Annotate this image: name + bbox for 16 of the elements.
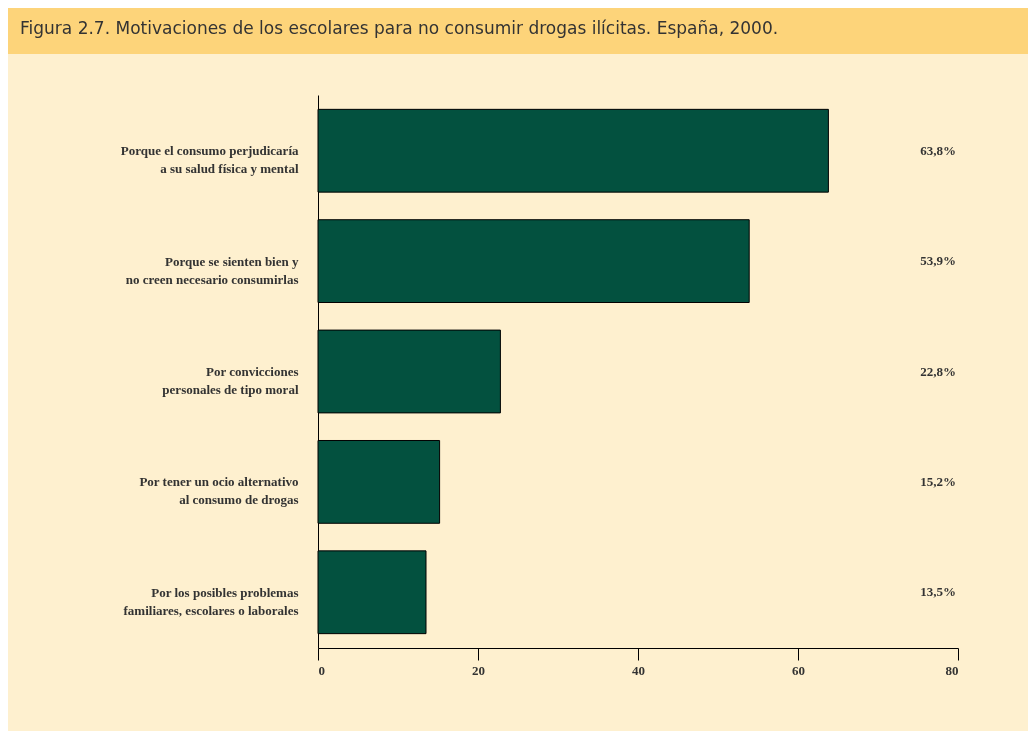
x-tick-label: 80 xyxy=(945,662,959,678)
data-label: 53,9% xyxy=(920,253,956,269)
data-label: 22,8% xyxy=(920,363,956,379)
y-tick-label: Por los posibles problemas familiares, escolares o laborales xyxy=(123,584,299,618)
x-tick-label: 20 xyxy=(472,662,485,678)
x-tick-label: 40 xyxy=(632,662,645,678)
data-label: 15,2% xyxy=(920,473,956,489)
x-tick-label: 0 xyxy=(318,662,325,678)
data-label: 63,8% xyxy=(920,142,956,158)
x-tick-label: 60 xyxy=(792,662,805,678)
y-tick-label: Porque el consumo perjudicaría a su salud física y mental xyxy=(120,143,299,177)
y-tick-label: Por convicciones personales de tipo moral xyxy=(162,364,299,397)
y-tick-label: Porque se sienten bien y no creen necesario consumirlas xyxy=(125,253,299,287)
y-tick-label: Por tener un ocio alternativo al consumo de drogas xyxy=(139,474,299,508)
data-label: 13,5% xyxy=(920,584,956,600)
chart-title: Figura 2.7. Motivaciones de los escolares para no consumir drogas ilícitas. España, 2000. xyxy=(8,8,1028,54)
